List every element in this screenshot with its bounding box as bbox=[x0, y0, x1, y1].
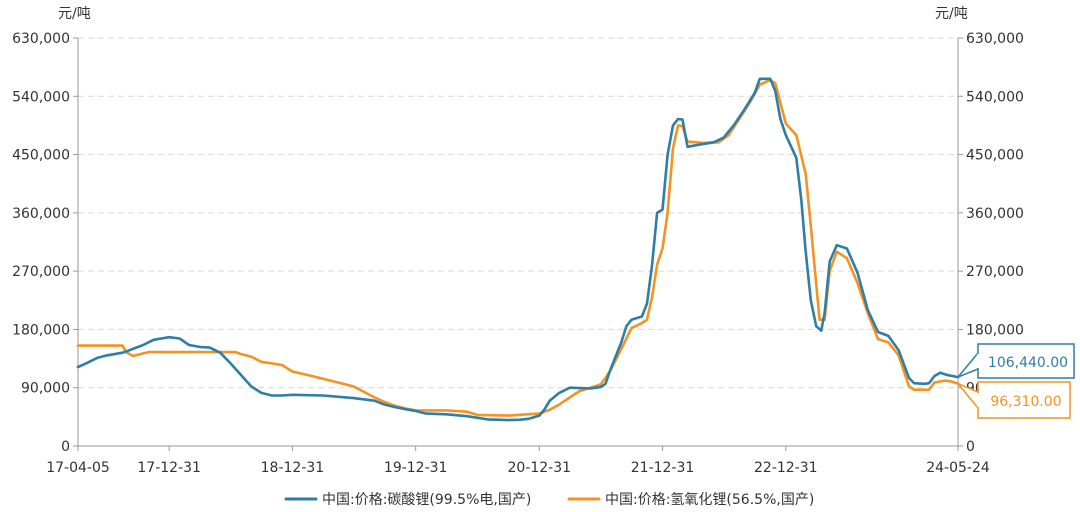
legend-label-1: 中国:价格:氢氧化锂(56.5%,国产) bbox=[605, 492, 814, 508]
left-y-tick-label: 180,000 bbox=[12, 322, 70, 338]
x-tick-label: 20-12-31 bbox=[508, 460, 572, 476]
left-y-tick-label: 0 bbox=[61, 439, 70, 455]
left-tick-labels: 0 90,000 180,000 270,000 360,000 450,000 540,0… bbox=[12, 31, 70, 455]
right-y-tick-label: 630,000 bbox=[966, 31, 1024, 47]
x-tick-label: 18-12-31 bbox=[261, 460, 325, 476]
x-tick-label: 17-12-31 bbox=[137, 460, 201, 476]
right-y-tick-label: 360,000 bbox=[966, 206, 1024, 222]
x-tick-label: 22-12-31 bbox=[754, 460, 818, 476]
x-tick-label: 24-05-24 bbox=[926, 460, 990, 476]
right-y-tick-label: 0 bbox=[966, 439, 975, 455]
x-tick-label: 21-12-31 bbox=[631, 460, 695, 476]
x-tick-label: 17-04-05 bbox=[46, 460, 110, 476]
left-y-tick-label: 90,000 bbox=[21, 381, 70, 397]
right-y-tick-label: 270,000 bbox=[966, 264, 1024, 280]
last-value-label-1: 96,310.00 bbox=[990, 394, 1061, 410]
series-line-0 bbox=[76, 77, 960, 422]
axes-layer bbox=[77, 38, 959, 447]
right-unit-label: 元/吨 bbox=[935, 6, 968, 22]
left-y-tick-label: 450,000 bbox=[12, 148, 70, 164]
left-unit-label: 元/吨 bbox=[58, 6, 91, 22]
x-tick-label: 19-12-31 bbox=[384, 460, 448, 476]
right-y-tick-label: 540,000 bbox=[966, 89, 1024, 105]
x-tick-labels: 17-04-05 17-12-31 18-12-31 19-12-31 20-12-31… bbox=[46, 446, 990, 476]
series-layer bbox=[76, 77, 960, 422]
legend-label-0: 中国:价格:碳酸锂(99.5%电,国产) bbox=[322, 492, 531, 508]
grid-layer bbox=[73, 37, 963, 447]
callout-box-0 bbox=[977, 343, 1075, 379]
callout-layer: 106,440.00 96,310.00 bbox=[957, 343, 1075, 419]
left-y-tick-label: 360,000 bbox=[12, 206, 70, 222]
left-y-tick-label: 270,000 bbox=[12, 264, 70, 280]
last-value-label-0: 106,440.00 bbox=[988, 355, 1068, 371]
right-y-tick-label: 450,000 bbox=[966, 148, 1024, 164]
left-y-tick-label: 540,000 bbox=[12, 89, 70, 105]
right-y-tick-label: 180,000 bbox=[966, 322, 1024, 338]
left-y-tick-label: 630,000 bbox=[12, 31, 70, 47]
legend: 中国:价格:碳酸锂(99.5%电,国产) 中国:价格:氢氧化锂(56.5%,国产) bbox=[284, 492, 814, 508]
series-line-1 bbox=[76, 78, 960, 417]
callout-box-1 bbox=[977, 381, 1071, 419]
callout-pointer-0 bbox=[957, 350, 979, 378]
